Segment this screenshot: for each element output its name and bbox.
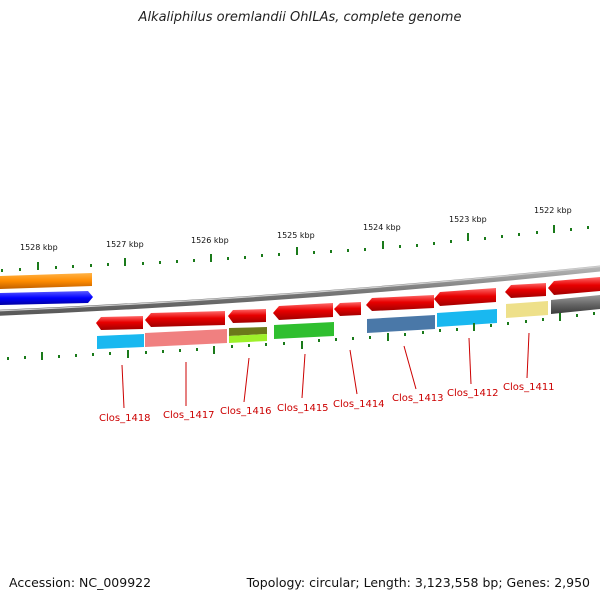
gene-box-clos-1413 [367, 315, 435, 333]
inner-track-genes [97, 295, 600, 349]
gene-arrow [366, 295, 434, 311]
topology-text: Topology: circular; Length: 3,123,558 bp… [246, 575, 590, 590]
scale-label-1522: 1522 kbp [534, 206, 572, 215]
gene-arrow [96, 316, 143, 330]
gene-arrow [548, 277, 600, 295]
gene-label-clos-1414: Clos_1414 [333, 399, 385, 410]
outer-ticks [1, 225, 589, 272]
gene-box-clos-1416-bottom [229, 334, 267, 343]
gene-label-clos-1413: Clos_1413 [392, 393, 444, 404]
leader-line [301, 353, 306, 399]
gene-label-clos-1412: Clos_1412 [447, 388, 499, 399]
genome-backbone-highlight [0, 265, 600, 312]
outer-track-genes [0, 273, 93, 305]
leader-line [121, 364, 125, 409]
label-leaders [121, 332, 530, 409]
scale-label-1528: 1528 kbp [20, 243, 58, 252]
gene-labels: Clos_1418 Clos_1417 Clos_1416 Clos_1415 … [99, 382, 555, 424]
scale-labels: 1528 kbp 1527 kbp 1526 kbp 1525 kbp 1524… [20, 206, 572, 252]
accession-text: Accession: NC_009922 [9, 575, 152, 590]
leader-line [243, 357, 250, 403]
gene-box-clos-1416-top [229, 327, 267, 336]
scale-label-1525: 1525 kbp [277, 231, 315, 240]
gene-label-clos-1415: Clos_1415 [277, 403, 329, 414]
gene-arrow [145, 311, 225, 327]
gene-box-gray [551, 295, 600, 314]
gene-box-clos-1411 [506, 301, 548, 318]
gene-arrow [505, 283, 546, 298]
genome-backbone [0, 265, 600, 316]
gene-arrow-blue [0, 291, 93, 305]
inner-ticks [7, 312, 595, 360]
gene-arrow [228, 309, 266, 323]
strand-arrows [96, 277, 600, 330]
gene-arrow [434, 288, 496, 306]
gene-box-clos-1417 [145, 329, 227, 347]
scale-label-1524: 1524 kbp [363, 223, 401, 232]
gene-label-clos-1418: Clos_1418 [99, 413, 151, 424]
gene-box-clos-1415 [274, 322, 334, 339]
leader-line [468, 337, 472, 385]
leader-line [526, 332, 530, 379]
scale-label-1527: 1527 kbp [106, 240, 144, 249]
page-title: Alkaliphilus oremlandii OhILAs, complete… [138, 10, 462, 25]
gene-arrow-orange [0, 273, 92, 289]
gene-label-clos-1416: Clos_1416 [220, 406, 272, 417]
gene-arrow [334, 302, 361, 316]
leader-line [403, 345, 417, 390]
gene-box-clos-1412 [437, 309, 497, 327]
gene-label-clos-1417: Clos_1417 [163, 410, 215, 421]
gene-arrow [273, 303, 333, 320]
gene-label-clos-1411: Clos_1411 [503, 382, 555, 393]
leader-line [349, 349, 358, 395]
gene-box-clos-1418 [97, 334, 144, 349]
scale-label-1523: 1523 kbp [449, 215, 487, 224]
scale-label-1526: 1526 kbp [191, 236, 229, 245]
